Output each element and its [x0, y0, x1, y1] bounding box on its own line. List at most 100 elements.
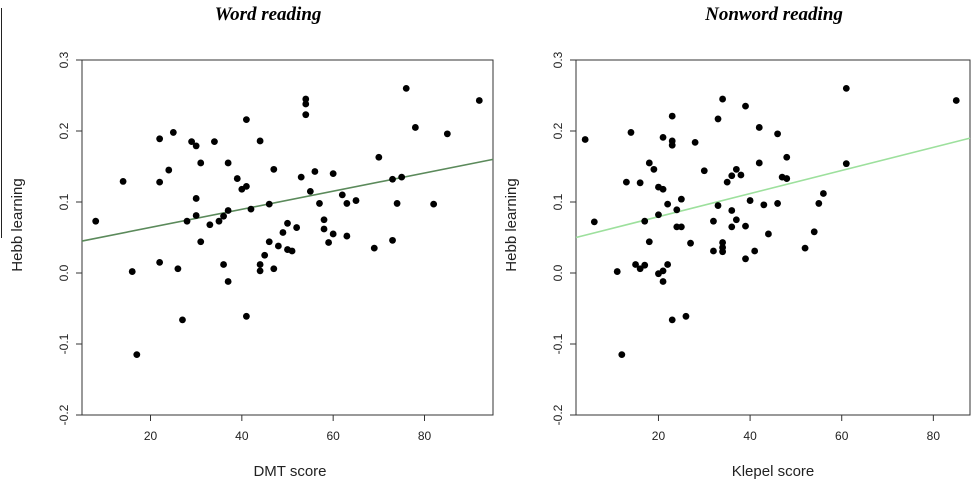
data-point — [398, 173, 406, 181]
data-point — [133, 351, 141, 359]
data-point — [742, 255, 749, 263]
x-tick-label: 60 — [835, 429, 849, 443]
data-point — [192, 195, 200, 202]
data-point — [691, 138, 699, 146]
data-point — [297, 173, 305, 181]
data-point — [165, 166, 173, 174]
data-point — [842, 160, 850, 168]
y-tick-label: 0.3 — [57, 51, 71, 68]
data-point — [719, 239, 727, 246]
data-point — [668, 112, 676, 120]
data-point — [338, 191, 346, 199]
data-point — [732, 216, 740, 224]
data-point — [288, 247, 296, 255]
data-point — [632, 261, 639, 268]
data-point — [256, 267, 264, 275]
data-point — [343, 232, 351, 240]
x-tick-label: 20 — [652, 429, 666, 443]
data-point — [728, 223, 736, 231]
data-point — [636, 265, 644, 273]
y-tick-label: 0.1 — [551, 193, 565, 210]
data-point — [613, 268, 621, 275]
data-point — [668, 141, 676, 149]
data-point — [311, 168, 319, 175]
data-point — [128, 268, 136, 275]
chart-title: Nonword reading — [704, 4, 843, 25]
data-point — [224, 278, 232, 285]
data-point — [842, 85, 850, 92]
data-point — [243, 182, 250, 190]
data-point — [664, 261, 672, 268]
data-point — [673, 206, 681, 214]
data-point — [590, 218, 598, 226]
data-point — [343, 200, 351, 207]
x-axis-label: Klepel score — [732, 463, 815, 480]
data-point — [682, 312, 690, 320]
y-tick-label: 0.0 — [551, 264, 565, 281]
y-tick-label: 0.3 — [551, 51, 565, 68]
data-point — [618, 351, 626, 359]
y-tick-label: 0.2 — [57, 122, 71, 139]
data-point — [402, 85, 410, 92]
data-point — [302, 100, 310, 108]
data-point — [815, 200, 823, 207]
data-point — [284, 219, 291, 227]
data-point — [765, 230, 772, 238]
data-point — [156, 258, 164, 266]
x-tick-label: 40 — [235, 429, 249, 443]
data-point — [211, 138, 218, 146]
data-point — [215, 217, 223, 225]
data-point — [197, 238, 205, 246]
data-point — [247, 205, 255, 213]
y-tick-label: -0.2 — [551, 404, 565, 425]
data-point — [475, 97, 483, 104]
data-point — [645, 159, 653, 167]
data-point — [411, 124, 419, 131]
data-point — [430, 200, 438, 208]
data-point — [329, 230, 337, 238]
chart-panel-1: Word reading 20 40 60 80 -0.2 -0.1 0.0 0.1 0.2 0.3… — [9, 4, 494, 480]
data-point — [320, 216, 328, 224]
data-point — [677, 195, 685, 203]
data-point — [375, 153, 383, 161]
chart-panel-2: Nonword reading 20 40 60 80 -0.2 -0.1 0.0 0.1 0.2… — [503, 4, 971, 480]
data-point — [659, 133, 667, 141]
data-point — [636, 179, 644, 187]
data-point — [261, 251, 269, 259]
data-point — [719, 248, 727, 256]
data-point — [270, 165, 278, 173]
data-point — [224, 207, 232, 214]
data-point — [274, 242, 282, 250]
data-point — [659, 185, 667, 193]
data-point — [224, 159, 232, 167]
data-point — [233, 175, 241, 182]
data-point — [659, 278, 667, 285]
data-point — [192, 212, 200, 219]
plot-frame — [575, 59, 971, 416]
data-point — [279, 229, 287, 236]
data-point — [801, 244, 809, 252]
data-point — [774, 130, 781, 138]
data-point — [265, 238, 273, 246]
y-axis-label: Hebb learning — [503, 178, 520, 271]
data-point — [206, 221, 214, 229]
data-point — [783, 175, 791, 182]
data-point — [92, 217, 100, 225]
data-point — [650, 165, 658, 173]
data-point — [293, 224, 301, 231]
data-point — [389, 236, 396, 244]
data-point — [645, 238, 653, 246]
x-tick-label: 80 — [927, 429, 941, 443]
data-point — [156, 178, 164, 186]
data-point — [755, 159, 763, 167]
data-point — [760, 201, 768, 209]
regression-line — [575, 137, 971, 239]
x-tick-label: 80 — [418, 429, 432, 443]
chart-title: Word reading — [215, 4, 322, 25]
data-point — [188, 138, 196, 146]
data-point — [677, 223, 685, 231]
plot-frame — [81, 59, 494, 416]
y-tick-label: 0.0 — [57, 264, 71, 281]
data-point — [714, 202, 722, 209]
